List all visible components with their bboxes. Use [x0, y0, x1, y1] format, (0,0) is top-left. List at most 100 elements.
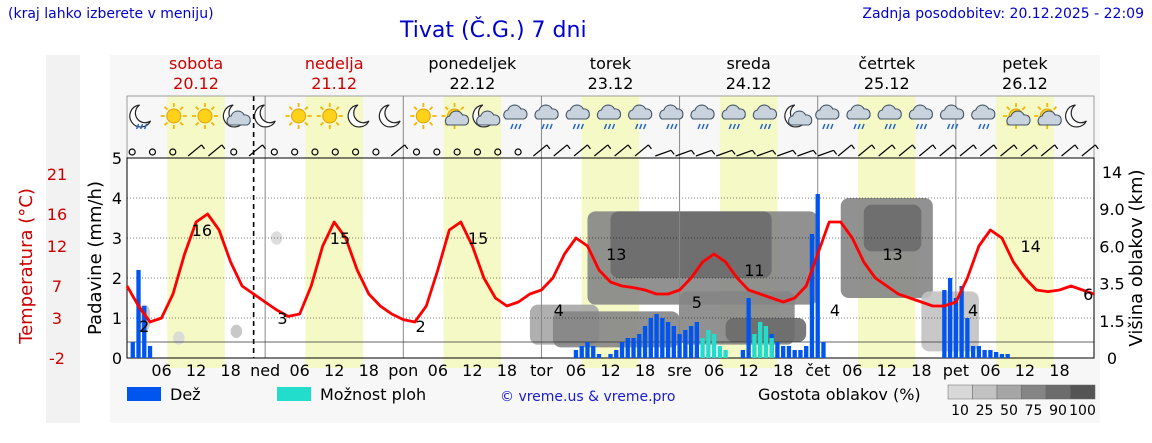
temp-axis-title: Temperatura (°C) [16, 188, 37, 345]
wind-barb-feather [261, 144, 266, 150]
precip-bar [970, 346, 976, 358]
temp-tick-label: -2 [49, 349, 65, 368]
cloud-rain-icon [908, 104, 933, 130]
cloud-density-scale-label: 90 [1049, 403, 1067, 419]
temperature-value-label: 15 [330, 229, 350, 248]
precip-bar [752, 334, 757, 358]
wind-calm-symbol [148, 148, 157, 156]
precip-bar [579, 346, 584, 358]
day-name: torek [590, 54, 632, 73]
daylight-band [167, 96, 225, 368]
wind-barb [533, 144, 548, 157]
x-tick-label: 18 [1049, 361, 1069, 380]
cloud-rain-icon [659, 104, 684, 130]
wind-calm-symbol [311, 148, 319, 156]
wind-barb [716, 149, 733, 157]
precip-bar [694, 322, 699, 358]
x-tick-label: 06 [566, 361, 586, 380]
cloud-density-swatch [996, 384, 1022, 400]
moon-icon [1065, 104, 1087, 128]
wind-barb-feather [772, 149, 777, 155]
wind-barb-feather [972, 144, 977, 150]
wind-barb [756, 149, 773, 157]
day-name: ponedeljek [428, 54, 517, 73]
wind-barb [593, 144, 609, 157]
precip-bar [596, 354, 602, 358]
temperature-value-label: 2 [139, 317, 149, 336]
sun-icon [160, 103, 187, 129]
precip-bar [688, 326, 694, 358]
wind-barb-feather [221, 144, 226, 150]
x-tick-label: 18 [635, 361, 655, 380]
precip-bar [608, 354, 613, 358]
precip-bar [648, 318, 653, 358]
wind-barb [553, 144, 568, 157]
wind-barb [634, 144, 649, 157]
last-updated: Zadnja posodobitev: 20.12.2025 - 22:09 [862, 6, 1144, 22]
wind-barb-feather [1094, 144, 1099, 150]
temperature-value-label: 4 [554, 301, 564, 320]
precip-bar [769, 338, 774, 358]
moon-cloud-icon [784, 104, 813, 128]
temperature-value-label: 16 [192, 221, 212, 240]
precip-bar [757, 322, 763, 358]
x-tick-label: 12 [186, 361, 206, 380]
temperature-value-label: 3 [277, 309, 287, 328]
x-tick-label: 12 [1015, 361, 1035, 380]
sun-cloud-icon [1003, 103, 1031, 129]
wind-barb [695, 149, 712, 157]
cloud-density-swatch [972, 384, 998, 400]
wind-barb-feather [792, 149, 797, 155]
precip-bar [665, 322, 671, 358]
precip-bar [976, 346, 982, 358]
wind-calm-symbol [331, 148, 339, 156]
wind-barb-feather [871, 144, 876, 150]
wind-barb [573, 144, 588, 157]
credit-text: © vreme.us & vreme.pro [500, 389, 675, 405]
day-name: sreda [726, 54, 770, 73]
x-tick-label: 12 [600, 361, 620, 380]
legend-rain-swatch [127, 387, 161, 401]
cloud-height-tick-label: 9.0 [1099, 200, 1124, 219]
wind-barb-feather [751, 149, 756, 155]
moon-icon [378, 104, 401, 128]
precip-bar [654, 314, 659, 358]
precip-tick-label: 4 [112, 189, 122, 208]
wind-barb [939, 144, 954, 157]
precip-bar [660, 318, 665, 358]
cloud-height-tick-label: 14 [1102, 163, 1122, 182]
moon-icon [347, 104, 370, 128]
daylight-band [305, 96, 363, 368]
x-tick-label: 12 [738, 361, 758, 380]
cloud-rain-icon [596, 104, 622, 130]
day-name: četrtek [858, 54, 916, 73]
precip-bar [763, 326, 769, 358]
precip-axis-title: Padavine (mm/h) [85, 181, 106, 335]
x-tick-label: 18 [220, 361, 240, 380]
x-tick-label: 06 [151, 361, 171, 380]
precip-bar [993, 352, 999, 358]
wind-barb [1040, 144, 1056, 157]
wind-barb [655, 149, 672, 157]
wind-calm-symbol [169, 148, 177, 156]
precip-bar [792, 350, 797, 358]
precip-bar [585, 342, 590, 358]
cloud-rain-icon [565, 104, 590, 130]
precip-bar [821, 342, 826, 358]
legend-rain-label: Dež [170, 385, 201, 404]
wind-barb-feather [647, 144, 652, 150]
precip-bar [573, 350, 579, 358]
x-tick-label: čet [805, 361, 830, 380]
x-tick-label: pon [388, 361, 418, 380]
left-axis-panel [46, 55, 80, 423]
day-date: 26.12 [1002, 74, 1048, 93]
sun-icon [316, 103, 343, 129]
precip-bar [775, 342, 780, 358]
wind-barb [918, 144, 934, 157]
wind-calm-symbol [291, 148, 299, 156]
location-hint: (kraj lahko izberete v meniju) [8, 6, 214, 22]
wind-barb-feather [670, 149, 675, 155]
precip-tick-label: 2 [112, 269, 122, 288]
precip-bar [798, 350, 803, 358]
